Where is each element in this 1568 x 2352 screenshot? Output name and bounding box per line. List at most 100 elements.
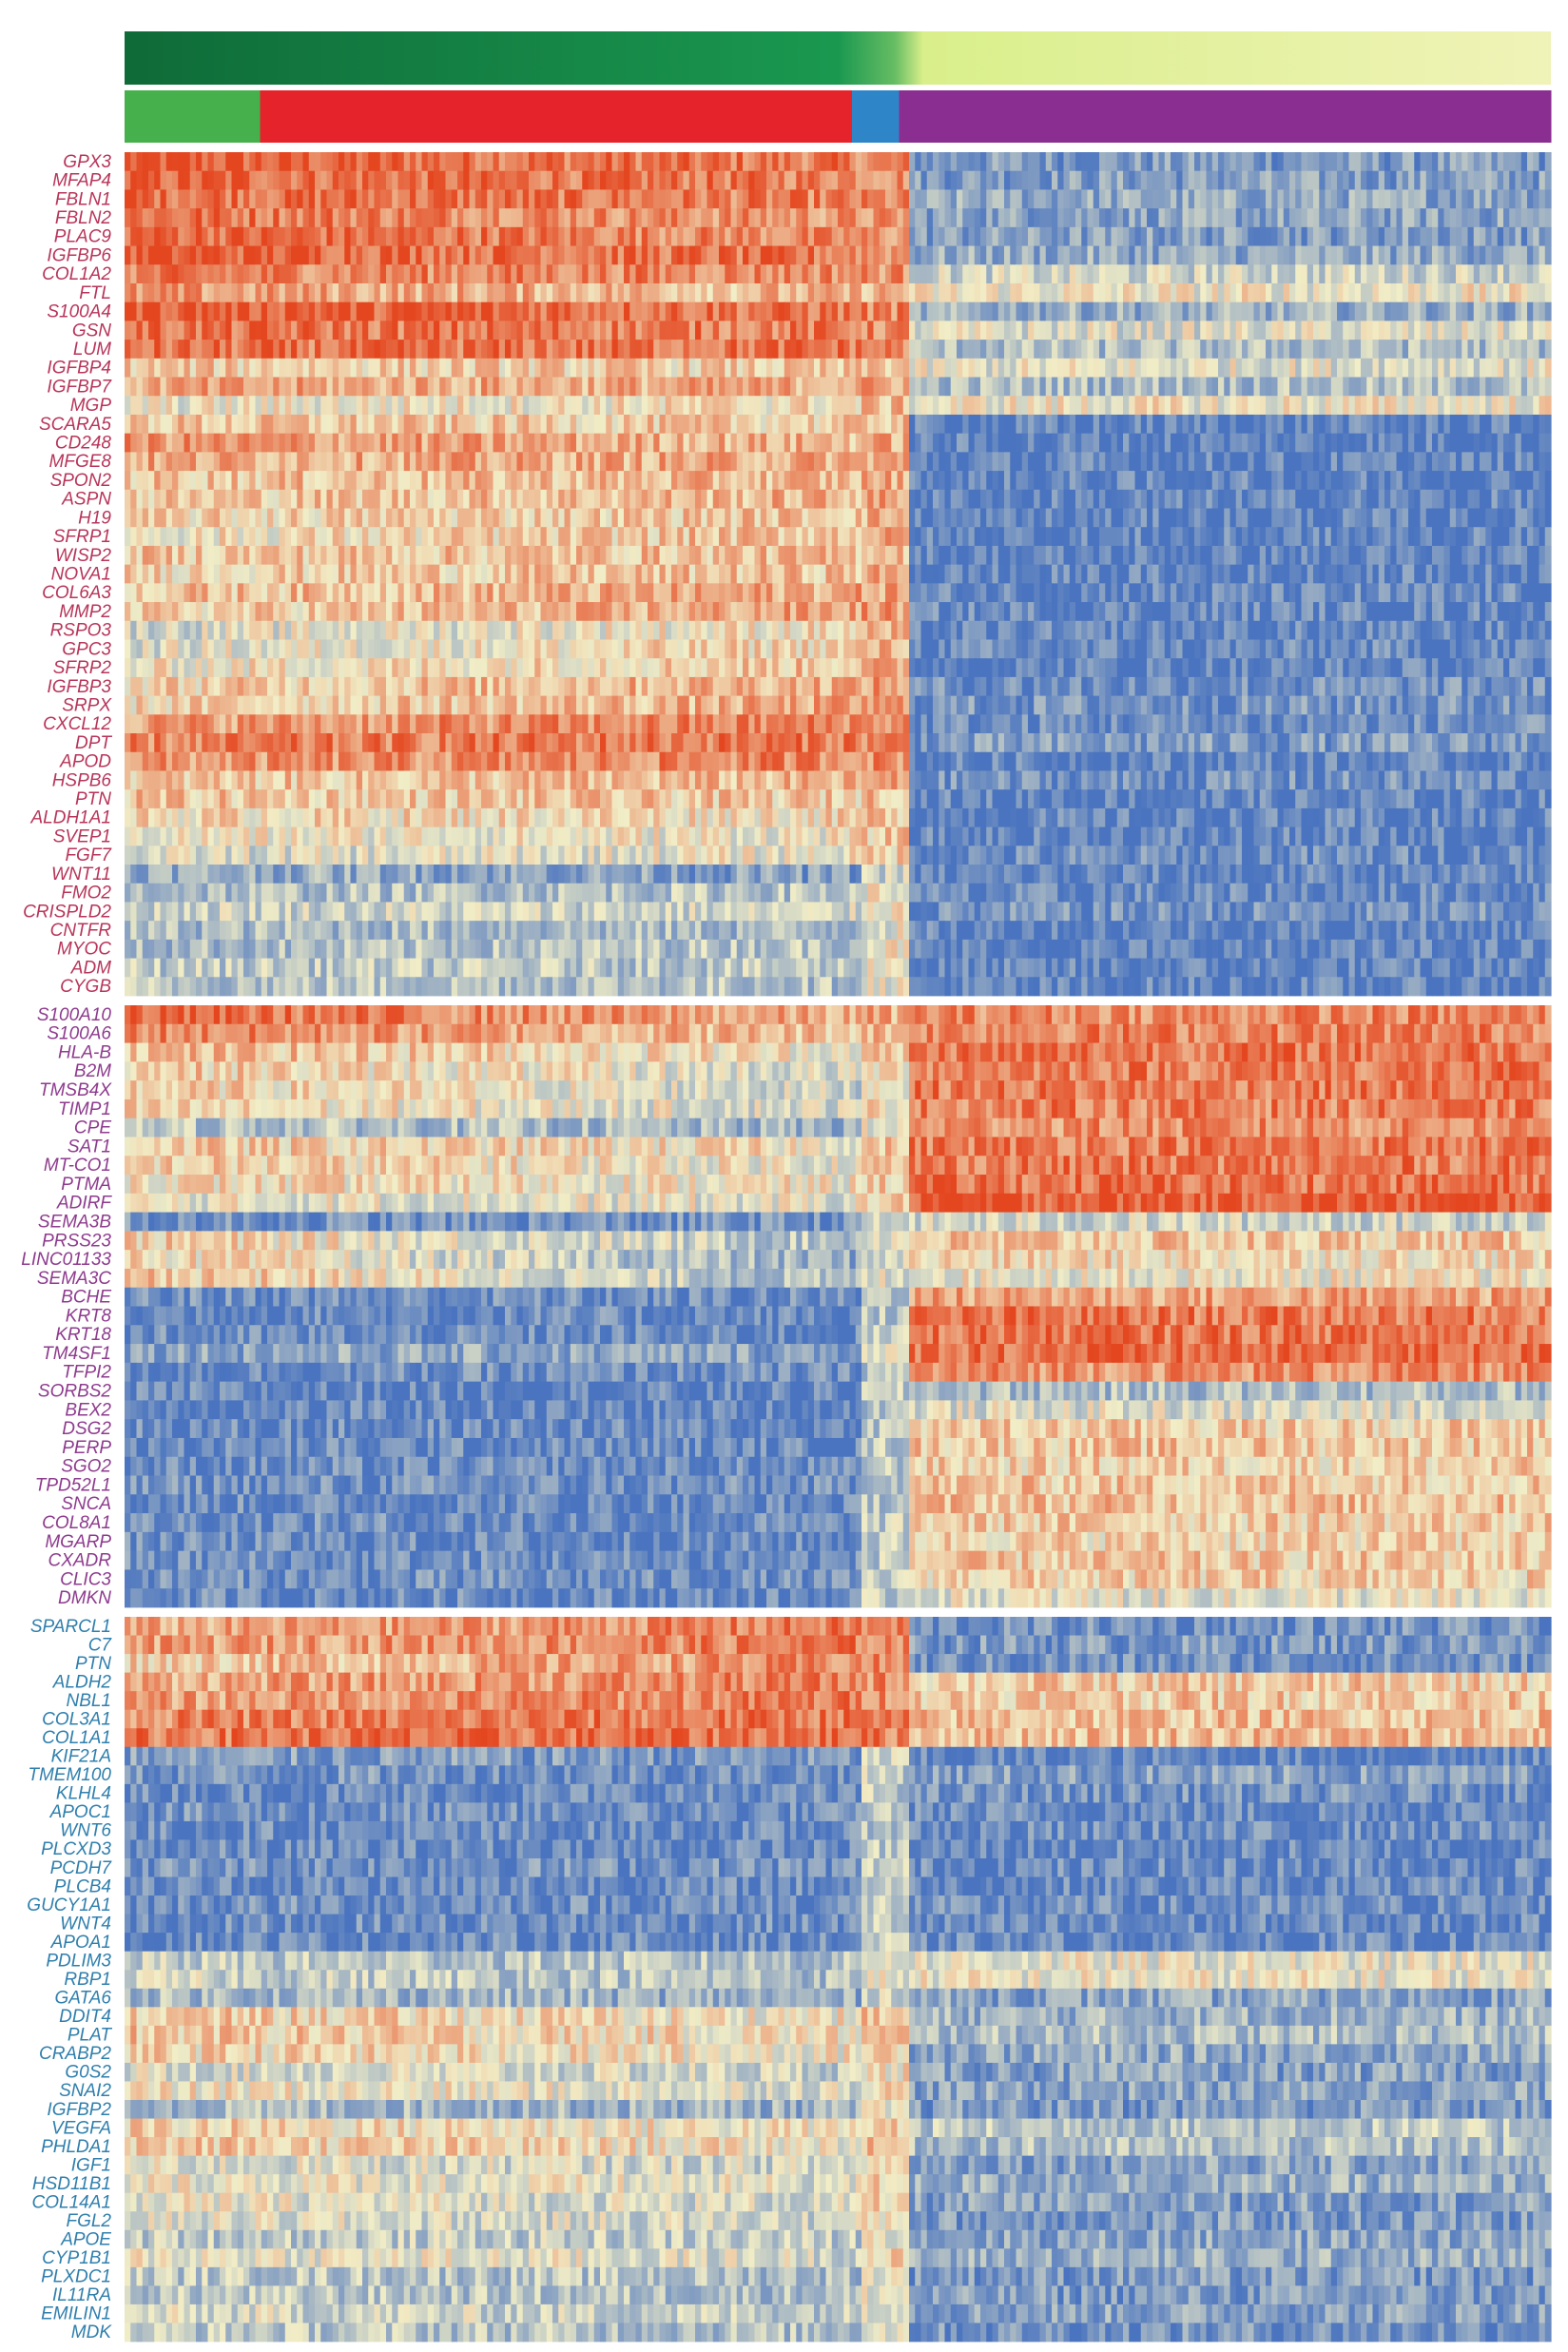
heatmap-cell — [1307, 452, 1314, 472]
heatmap-cell — [1402, 152, 1409, 172]
heatmap-cell — [1158, 358, 1166, 378]
heatmap-cell — [154, 226, 162, 246]
heatmap-cell — [1099, 321, 1106, 340]
heatmap-cell — [243, 414, 250, 435]
heatmap-cell — [1134, 396, 1142, 416]
heatmap-cell — [855, 489, 862, 509]
heatmap-cell — [1164, 170, 1171, 190]
heatmap-cell — [843, 226, 851, 246]
heatmap-cell — [1325, 433, 1332, 453]
heatmap-cell — [855, 527, 862, 547]
heatmap-cell — [725, 377, 732, 397]
heatmap-cell — [873, 489, 881, 509]
heatmap-cell — [1016, 189, 1023, 209]
heatmap-cell — [202, 396, 209, 416]
heatmap-cell — [1396, 452, 1403, 472]
heatmap-cell — [1147, 152, 1153, 172]
heatmap-cell — [291, 321, 298, 340]
heatmap-cell — [130, 452, 138, 472]
heatmap-cell — [1052, 396, 1058, 416]
heatmap-cell — [332, 527, 339, 547]
heatmap-cell — [1057, 396, 1065, 416]
heatmap-cell — [825, 489, 833, 509]
heatmap-cell — [439, 489, 447, 509]
heatmap-cell — [1366, 471, 1374, 491]
heatmap-cell — [1200, 226, 1208, 246]
heatmap-cell — [1467, 396, 1475, 416]
heatmap-cell — [344, 433, 352, 453]
heatmap-cell — [1188, 340, 1195, 360]
heatmap-cell — [1390, 508, 1398, 528]
heatmap-cell — [1319, 452, 1326, 472]
heatmap-cell — [962, 471, 970, 491]
heatmap-cell — [1200, 396, 1208, 416]
heatmap-cell — [1028, 189, 1035, 209]
heatmap-cell — [213, 489, 221, 509]
heatmap-cell — [202, 245, 209, 265]
heatmap-cell — [593, 152, 601, 172]
heatmap-cell — [410, 208, 416, 228]
heatmap-cell — [516, 377, 524, 397]
heatmap-cell — [719, 152, 726, 172]
heatmap-cell — [1283, 452, 1290, 472]
heatmap-cell — [273, 152, 281, 172]
heatmap-cell — [617, 282, 625, 303]
heatmap-cell — [1438, 433, 1445, 453]
heatmap-cell — [1319, 264, 1326, 284]
heatmap-cell — [1414, 226, 1422, 246]
heatmap-cell — [379, 414, 387, 435]
heatmap-cell — [302, 226, 310, 246]
heatmap-cell — [695, 452, 702, 472]
heatmap-cell — [1414, 358, 1422, 378]
heatmap-cell — [1123, 358, 1130, 378]
heatmap-cell — [677, 414, 685, 435]
heatmap-cell — [926, 433, 934, 453]
heatmap-cell — [148, 282, 155, 303]
heatmap-cell — [909, 189, 916, 209]
heatmap-cell — [1295, 226, 1303, 246]
heatmap-cell — [926, 189, 934, 209]
heatmap-cell — [902, 452, 910, 472]
heatmap-cell — [1016, 452, 1023, 472]
heatmap-cell — [688, 396, 696, 416]
heatmap-cell — [641, 189, 648, 209]
heatmap-cell — [1253, 489, 1261, 509]
heatmap-cell — [1307, 358, 1314, 378]
heatmap-cell — [386, 414, 393, 435]
heatmap-cell — [980, 340, 987, 360]
heatmap-cell — [1425, 377, 1433, 397]
heatmap-cell — [273, 358, 281, 378]
heatmap-cell — [1034, 527, 1041, 547]
heatmap-cell — [861, 489, 868, 509]
heatmap-cell — [1283, 358, 1290, 378]
heatmap-cell — [564, 508, 571, 528]
heatmap-cell — [474, 396, 482, 416]
heatmap-cell — [1147, 489, 1153, 509]
heatmap-cell — [534, 377, 542, 397]
heatmap-cell — [1509, 152, 1517, 172]
heatmap-cell — [291, 489, 298, 509]
heatmap-cell — [1390, 208, 1398, 228]
heatmap-cell — [1123, 170, 1130, 190]
heatmap-cell — [1039, 433, 1047, 453]
heatmap-cell — [1093, 189, 1100, 209]
heatmap-cell — [552, 396, 559, 416]
heatmap-cell — [778, 377, 785, 397]
heatmap-cell — [909, 527, 916, 547]
heatmap-cell — [1158, 377, 1166, 397]
heatmap-cell — [498, 282, 506, 303]
heatmap-cell — [1028, 433, 1035, 453]
heatmap-cell — [136, 282, 144, 303]
heatmap-cell — [522, 414, 530, 435]
heatmap-cell — [1129, 245, 1136, 265]
heatmap-cell — [879, 301, 886, 321]
heatmap-cell — [1343, 433, 1350, 453]
heatmap-cell — [939, 471, 946, 491]
heatmap-cell — [1147, 264, 1153, 284]
heatmap-cell — [707, 527, 714, 547]
heatmap-cell — [1229, 189, 1237, 209]
heatmap-cell — [1063, 189, 1071, 209]
heatmap-cell — [1527, 245, 1534, 265]
heatmap-cell — [1087, 489, 1094, 509]
heatmap-cell — [677, 226, 685, 246]
